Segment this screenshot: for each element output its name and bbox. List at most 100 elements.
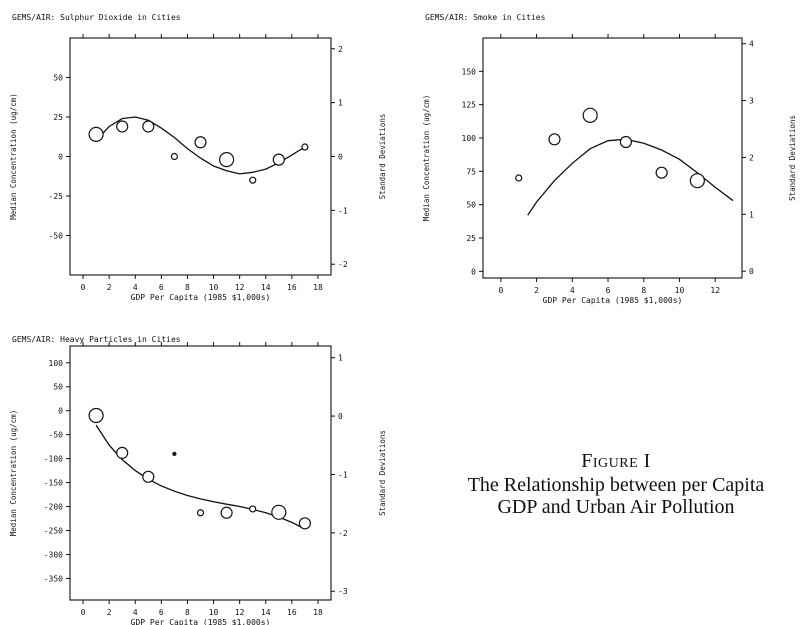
x-tick-label: 0: [81, 608, 86, 617]
x-tick-label: 6: [606, 286, 611, 295]
plot-frame: [69, 37, 332, 276]
data-point: [172, 451, 177, 456]
y-tick-label: -50: [49, 431, 64, 440]
data-point: [220, 506, 233, 519]
data-point: [88, 407, 104, 424]
y-tick-label: 0: [58, 407, 63, 416]
y-tick-label: 100: [49, 359, 64, 368]
fitted-curve: [95, 424, 306, 530]
data-point: [249, 176, 257, 184]
data-point: [196, 509, 205, 517]
y-right-tick-label: -2: [338, 529, 348, 538]
x-tick-label: 0: [81, 283, 86, 292]
y-tick-label: -200: [44, 503, 63, 512]
x-tick-label: 8: [641, 286, 646, 295]
y-right-tick-label: 1: [749, 210, 754, 219]
x-tick-label: 8: [185, 283, 190, 292]
data-point: [689, 173, 705, 189]
y-tick-label: -25: [49, 192, 64, 201]
x-axis-label: GDP Per Capita (1985 $1,000s): [543, 296, 683, 305]
y-tick-label: -150: [44, 479, 63, 488]
y-right-tick-label: 3: [749, 97, 754, 106]
y-tick-label: 150: [462, 67, 477, 76]
x-tick-label: 18: [313, 608, 323, 617]
x-tick-label: 16: [287, 608, 297, 617]
data-point: [219, 152, 235, 168]
y-right-tick-label: -2: [338, 260, 348, 269]
y-tick-label: 125: [462, 101, 477, 110]
y-tick-label: -100: [44, 455, 63, 464]
x-tick-label: 2: [534, 286, 539, 295]
y-right-axis-label: Standard Deviations: [378, 430, 387, 516]
x-tick-label: 12: [235, 283, 245, 292]
y-right-tick-label: 1: [338, 99, 343, 108]
y-tick-label: 50: [53, 383, 63, 392]
data-point: [271, 504, 287, 520]
figure-number: Figure I: [581, 450, 651, 472]
x-tick-label: 14: [261, 608, 271, 617]
y-right-tick-label: -3: [338, 587, 348, 596]
x-axis-label: GDP Per Capita (1985 $1,000s): [131, 293, 271, 302]
y-tick-label: 25: [53, 113, 63, 122]
figure-caption: Figure I The Relationship between per Ca…: [430, 448, 802, 518]
data-point: [619, 135, 632, 149]
data-point: [116, 120, 129, 133]
x-tick-label: 10: [209, 608, 219, 617]
y-tick-label: 0: [58, 153, 63, 162]
y-right-tick-label: 4: [749, 40, 754, 49]
chart-title: GEMS/AIR: Smoke in Cities: [425, 13, 546, 22]
y-tick-label: 50: [466, 201, 476, 210]
data-point: [515, 174, 523, 182]
x-tick-label: 6: [159, 283, 164, 292]
data-point: [301, 143, 309, 151]
x-tick-label: 14: [261, 283, 271, 292]
chart-title: GEMS/AIR: Sulphur Dioxide in Cities: [12, 13, 181, 22]
y-right-tick-label: -1: [338, 206, 348, 215]
y-tick-label: -300: [44, 550, 63, 559]
chart-title: GEMS/AIR: Heavy Particles in Cities: [12, 335, 181, 344]
y-right-tick-label: 0: [338, 153, 343, 162]
x-tick-label: 4: [133, 283, 138, 292]
x-tick-label: 10: [209, 283, 219, 292]
y-right-axis-label: Standard Deviations: [378, 114, 387, 200]
y-right-tick-label: 0: [749, 267, 754, 276]
fitted-curve: [95, 116, 306, 175]
plot-frame: [69, 345, 332, 601]
y-tick-label: 50: [53, 74, 63, 83]
x-tick-label: 18: [313, 283, 323, 292]
data-point: [655, 166, 668, 179]
y-tick-label: 75: [466, 167, 476, 176]
data-point: [298, 517, 311, 530]
y-right-tick-label: 1: [338, 354, 343, 363]
y-right-tick-label: 2: [749, 153, 754, 162]
plot-frame: [482, 37, 743, 279]
data-point: [582, 107, 598, 123]
y-axis-label: Median Concentration (ug/cm): [422, 95, 431, 221]
x-tick-label: 6: [159, 608, 164, 617]
x-tick-label: 8: [185, 608, 190, 617]
y-tick-label: 0: [471, 267, 476, 276]
y-right-tick-label: 2: [338, 45, 343, 54]
data-point: [170, 152, 178, 161]
data-point: [116, 446, 129, 459]
data-point: [272, 153, 285, 166]
x-tick-label: 4: [570, 286, 575, 295]
y-axis-label: Median Concentration (ug/cm): [9, 93, 18, 219]
y-right-axis-label: Standard Deviations: [788, 115, 797, 201]
data-point: [548, 133, 561, 146]
x-tick-label: 4: [133, 608, 138, 617]
chart-panel-1: GEMS/AIR: Sulphur Dioxide in Cities 0 2 4 6 8…: [9, 13, 387, 302]
x-tick-label: 12: [235, 608, 245, 617]
data-point: [194, 136, 207, 149]
x-tick-label: 16: [287, 283, 297, 292]
x-tick-label: 10: [675, 286, 685, 295]
y-tick-label: 100: [462, 134, 477, 143]
y-axis-label: Median Concentration (ug/cm): [9, 410, 18, 536]
y-right-tick-label: -1: [338, 470, 348, 479]
data-point: [142, 120, 155, 133]
y-tick-label: -50: [49, 232, 64, 241]
figure-title-line-2: GDP and Urban Air Pollution: [497, 496, 735, 518]
data-point: [88, 126, 104, 142]
